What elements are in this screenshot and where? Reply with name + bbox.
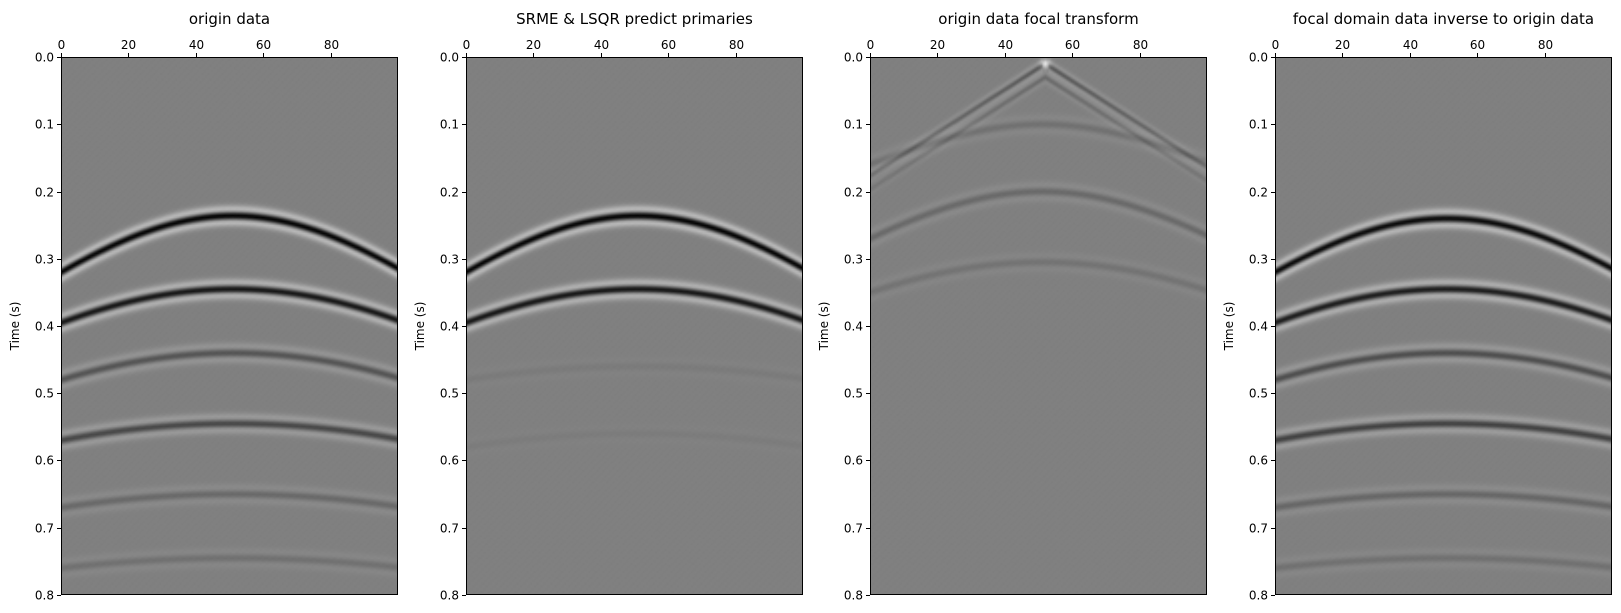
y-tick-label: 0.4	[440, 320, 459, 334]
x-tick-label: 60	[256, 38, 271, 52]
y-tick-label: 0.7	[1249, 522, 1268, 536]
chart-title: origin data	[189, 10, 270, 28]
y-tick-label: 0.0	[1249, 51, 1268, 65]
panel-4: focal domain data inverse to origin data…	[1222, 10, 1612, 603]
y-tick-label: 0.2	[440, 186, 459, 200]
y-tick-label: 0.3	[844, 253, 863, 267]
y-tick-label: 0.1	[35, 118, 54, 132]
chart-title: origin data focal transform	[938, 10, 1138, 28]
y-tick-label: 0.2	[844, 186, 863, 200]
axes-frame	[466, 57, 803, 595]
y-tick-label: 0.3	[1249, 253, 1268, 267]
x-tick-label: 80	[1133, 38, 1148, 52]
y-tick-label: 0.7	[844, 522, 863, 536]
y-tick-label: 0.5	[440, 387, 459, 401]
y-tick-label: 0.0	[844, 51, 863, 65]
x-tick-label: 60	[661, 38, 676, 52]
x-tick-label: 0	[1272, 38, 1280, 52]
y-tick-label: 0.4	[844, 320, 863, 334]
y-axis-label: Time (s)	[817, 302, 831, 352]
y-tick-label: 0.4	[35, 320, 54, 334]
y-axis-label: Time (s)	[8, 302, 22, 352]
y-axis-label: Time (s)	[413, 302, 427, 352]
x-tick-label: 60	[1065, 38, 1080, 52]
y-tick-label: 0.6	[35, 454, 54, 468]
x-tick-label: 0	[58, 38, 66, 52]
y-tick-label: 0.7	[35, 522, 54, 536]
chart-title: focal domain data inverse to origin data	[1293, 10, 1594, 28]
seismic-image	[466, 57, 803, 595]
y-tick-label: 0.3	[35, 253, 54, 267]
x-tick-label: 60	[1470, 38, 1485, 52]
y-tick-label: 0.5	[844, 387, 863, 401]
panel-2: SRME & LSQR predict primaries 0 20 40 60 80 0.…	[413, 10, 803, 603]
y-tick-label: 0.6	[844, 454, 863, 468]
y-tick-label: 0.6	[440, 454, 459, 468]
y-tick-label: 0.2	[1249, 186, 1268, 200]
x-tick-label: 40	[594, 38, 609, 52]
y-tick-label: 0.8	[35, 589, 54, 603]
x-tick-label: 20	[526, 38, 541, 52]
chart-title: SRME & LSQR predict primaries	[516, 10, 753, 28]
y-tick-label: 0.1	[844, 118, 863, 132]
x-tick-label: 0	[867, 38, 875, 52]
x-tick-label: 20	[1335, 38, 1350, 52]
y-tick-label: 0.6	[1249, 454, 1268, 468]
x-tick-label: 0	[463, 38, 471, 52]
x-tick-label: 80	[729, 38, 744, 52]
x-tick-label: 40	[998, 38, 1013, 52]
y-tick-label: 0.4	[1249, 320, 1268, 334]
axes-frame	[870, 57, 1207, 595]
y-tick-label: 0.0	[35, 51, 54, 65]
y-tick-label: 0.0	[440, 51, 459, 65]
axes-frame	[1275, 57, 1612, 595]
seismic-image	[61, 57, 398, 595]
y-axis-label: Time (s)	[1222, 302, 1236, 352]
y-tick-label: 0.8	[440, 589, 459, 603]
y-tick-label: 0.8	[844, 589, 863, 603]
y-tick-label: 0.1	[440, 118, 459, 132]
axes-frame	[61, 57, 398, 595]
y-tick-label: 0.3	[440, 253, 459, 267]
panel-3: origin data focal transform 0 20 40 60 80 0.0 0…	[817, 10, 1207, 603]
x-tick-label: 80	[1538, 38, 1553, 52]
y-tick-label: 0.7	[440, 522, 459, 536]
x-tick-label: 20	[121, 38, 136, 52]
x-tick-label: 80	[324, 38, 339, 52]
y-tick-label: 0.5	[1249, 387, 1268, 401]
x-tick-label: 20	[930, 38, 945, 52]
y-tick-label: 0.8	[1249, 589, 1268, 603]
seismic-image	[1275, 57, 1612, 595]
x-tick-label: 40	[189, 38, 204, 52]
y-tick-label: 0.5	[35, 387, 54, 401]
seismic-image	[870, 57, 1207, 595]
y-tick-label: 0.2	[35, 186, 54, 200]
panel-1: origin data 0 20 40 60 80 0.0 0.1 0.2 0.3 0.4 0.5 0.…	[8, 10, 398, 603]
y-tick-label: 0.1	[1249, 118, 1268, 132]
x-tick-label: 40	[1403, 38, 1418, 52]
